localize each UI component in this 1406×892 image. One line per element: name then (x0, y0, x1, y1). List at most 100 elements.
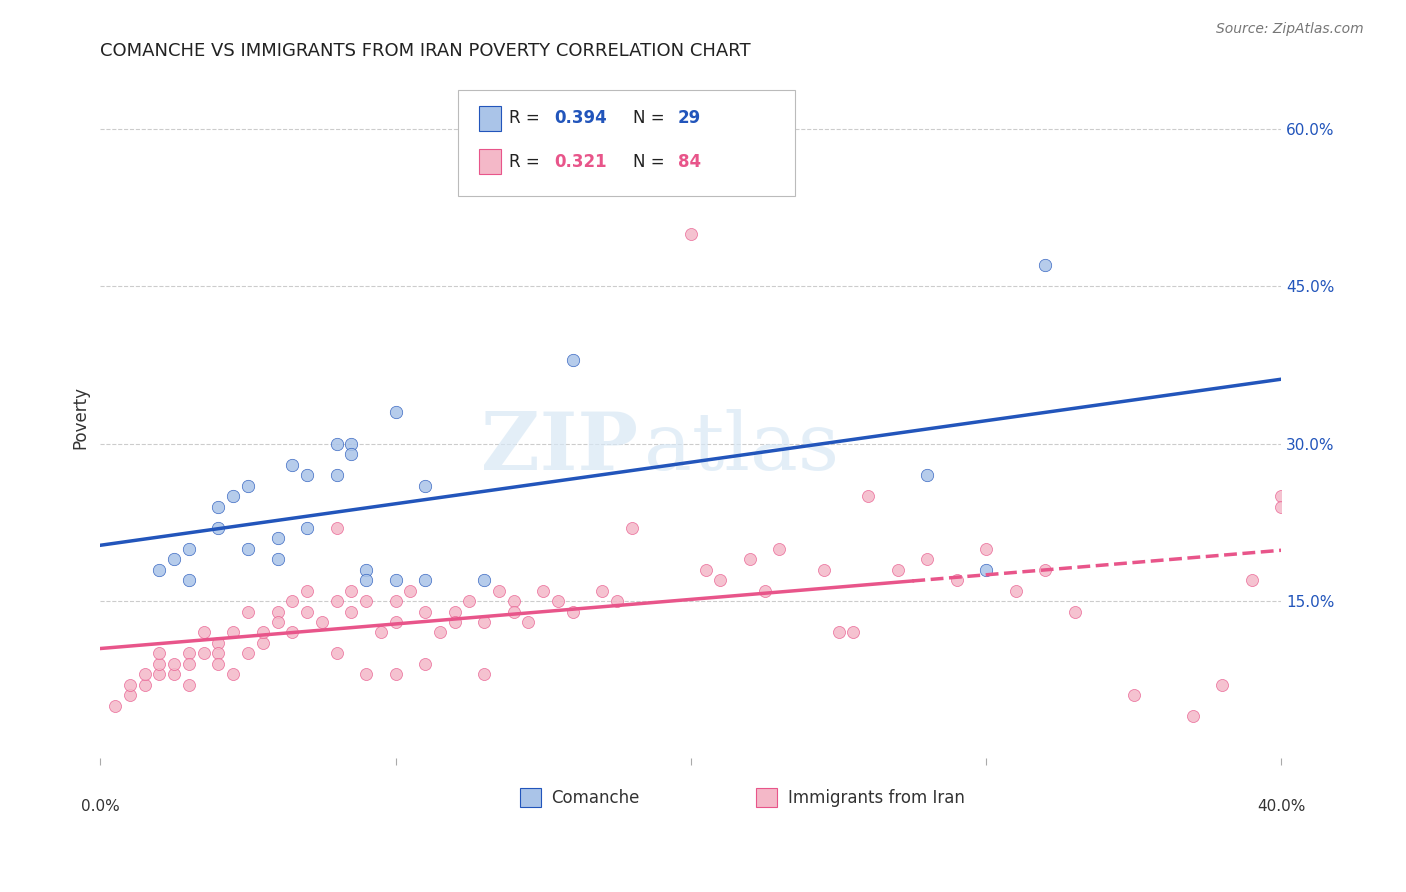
Point (413, 657, 436, 671)
Point (472, 615, 495, 629)
Point (340, 436, 363, 450)
Point (531, 583, 554, 598)
Point (1270, 489, 1292, 503)
Point (177, 573, 200, 587)
Point (325, 594, 347, 608)
Point (148, 647, 170, 661)
Point (354, 594, 377, 608)
Point (738, 552, 761, 566)
Point (1181, 709, 1204, 723)
Point (458, 594, 481, 608)
FancyBboxPatch shape (520, 789, 541, 807)
Point (354, 667, 377, 681)
Point (295, 605, 318, 619)
Point (354, 573, 377, 587)
Point (193, 625, 215, 640)
Point (266, 615, 288, 629)
Text: N =: N = (633, 109, 669, 128)
Point (384, 615, 406, 629)
Point (354, 563, 377, 577)
FancyBboxPatch shape (458, 90, 794, 196)
Point (222, 625, 245, 640)
Point (325, 436, 347, 450)
Point (207, 647, 229, 661)
Point (134, 678, 156, 692)
Point (384, 573, 406, 587)
Point (1063, 605, 1085, 619)
Point (295, 520, 318, 534)
Point (266, 531, 288, 545)
Point (1004, 583, 1026, 598)
Point (252, 636, 274, 650)
Point (1270, 500, 1292, 514)
Point (252, 625, 274, 640)
Text: Immigrants from Iran: Immigrants from Iran (787, 789, 965, 807)
Point (517, 615, 540, 629)
Point (1033, 563, 1056, 577)
Text: R =: R = (509, 109, 546, 128)
Point (502, 594, 524, 608)
Point (384, 667, 406, 681)
Point (177, 647, 200, 661)
Text: 0.321: 0.321 (554, 153, 606, 170)
Point (104, 698, 127, 713)
Point (207, 500, 229, 514)
Point (340, 605, 363, 619)
Point (340, 447, 363, 461)
Point (236, 478, 259, 492)
Point (118, 678, 141, 692)
Point (620, 520, 643, 534)
Point (311, 615, 333, 629)
Point (488, 583, 510, 598)
Point (148, 667, 170, 681)
Point (325, 468, 347, 483)
Point (472, 667, 495, 681)
Point (856, 489, 879, 503)
Point (295, 583, 318, 598)
Point (222, 489, 245, 503)
Point (413, 605, 436, 619)
FancyBboxPatch shape (479, 149, 501, 174)
Point (177, 678, 200, 692)
Text: Source: ZipAtlas.com: Source: ZipAtlas.com (1216, 22, 1364, 37)
Point (266, 605, 288, 619)
Point (148, 657, 170, 671)
Point (915, 552, 938, 566)
Point (974, 541, 997, 556)
Point (1122, 689, 1144, 703)
Point (561, 605, 583, 619)
Point (163, 552, 186, 566)
Point (768, 541, 790, 556)
Text: N =: N = (633, 153, 669, 170)
Point (163, 657, 186, 671)
Point (266, 552, 288, 566)
Point (1211, 678, 1233, 692)
Point (281, 625, 304, 640)
Text: 29: 29 (678, 109, 702, 128)
Text: 40.0%: 40.0% (1257, 799, 1306, 814)
Point (443, 615, 465, 629)
FancyBboxPatch shape (756, 789, 778, 807)
Point (281, 458, 304, 472)
Point (547, 594, 569, 608)
Text: R =: R = (509, 153, 546, 170)
Point (134, 667, 156, 681)
Point (1240, 573, 1263, 587)
Text: Comanche: Comanche (551, 789, 640, 807)
Point (561, 352, 583, 367)
Point (413, 478, 436, 492)
Point (384, 405, 406, 419)
Point (606, 594, 628, 608)
Point (915, 468, 938, 483)
Point (945, 573, 967, 587)
Point (413, 573, 436, 587)
Point (118, 689, 141, 703)
Text: 0.394: 0.394 (554, 109, 606, 128)
Point (148, 563, 170, 577)
Text: atlas: atlas (644, 409, 839, 487)
Point (1033, 259, 1056, 273)
Point (177, 657, 200, 671)
Point (207, 636, 229, 650)
Point (827, 625, 849, 640)
Point (236, 605, 259, 619)
